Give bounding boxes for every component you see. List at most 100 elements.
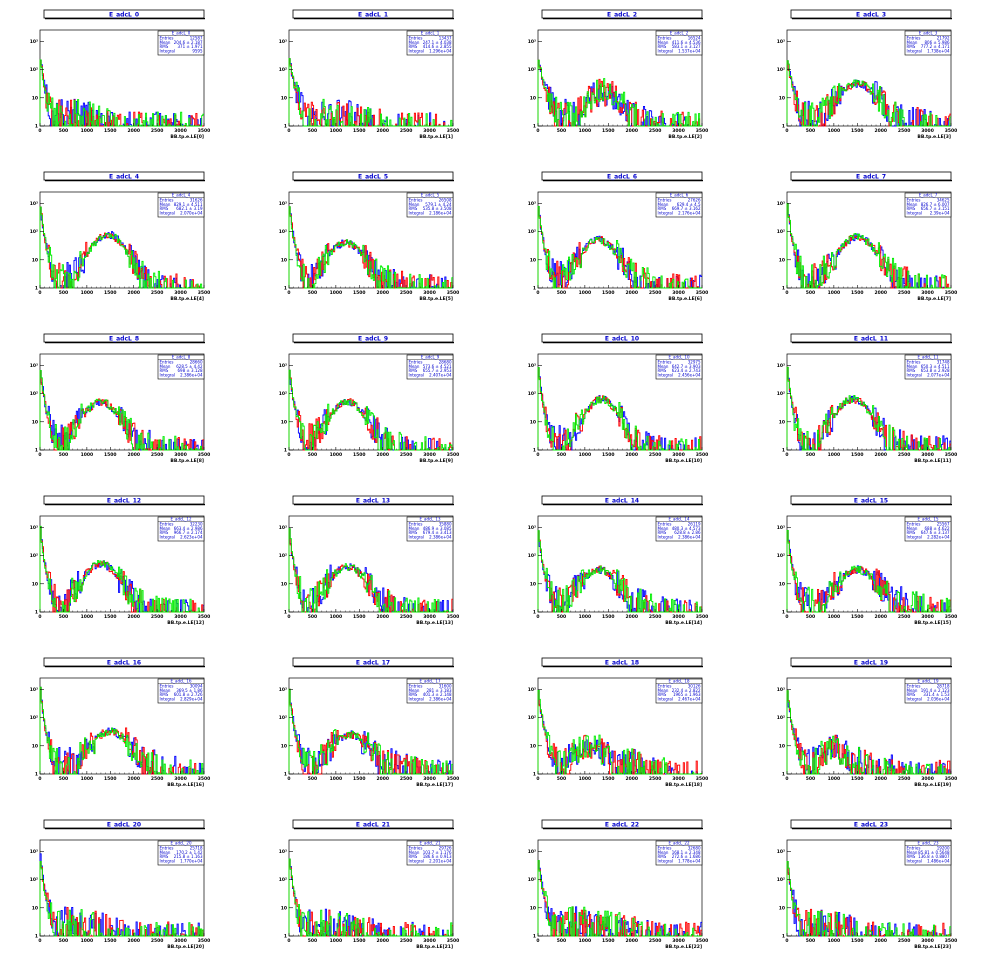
- stats-title: E_adcL_8: [172, 355, 191, 360]
- stats-value: 2.39e+04: [930, 210, 950, 215]
- y-tick-label: 1: [35, 286, 38, 292]
- x-tick-label: 1500: [104, 290, 117, 296]
- y-tick-label: 1: [782, 448, 785, 454]
- y-tick-label: 10²: [528, 715, 536, 721]
- x-tick-label: 0: [785, 452, 788, 458]
- y-tick-label: 10: [32, 743, 38, 749]
- stats-key: Entries: [907, 684, 921, 689]
- histogram-panel: E_adcL_14 1 10 10² 10³ 0 500 1000 1500 2000 2500 30…: [498, 486, 747, 648]
- y-tick-label: 10: [779, 743, 785, 749]
- x-tick-label: 3000: [921, 938, 934, 944]
- stats-value: 486.9 ± 3.085: [423, 526, 452, 531]
- series-line: [786, 366, 951, 451]
- x-tick-label: 1500: [353, 452, 366, 458]
- y-tick-label: 10²: [30, 553, 38, 559]
- histogram-chart: E_adcL_1 1 10 10² 10³ 0 500 1000 1500 2000 2500 300…: [279, 9, 459, 140]
- stats-key: Mean: [160, 850, 171, 855]
- stats-box: [655, 354, 703, 380]
- x-tick-label: 3000: [423, 452, 436, 458]
- x-tick-label: 1000: [579, 776, 592, 782]
- histogram-chart: E_adcL_20 1 10 10² 10³ 0 500 1000 1500 2000 2500 30…: [30, 819, 210, 950]
- x-tick-label: 2000: [625, 128, 638, 134]
- stats-box: [406, 354, 454, 380]
- x-tick-label: 1000: [81, 128, 94, 134]
- stats-value: 168.1 ± 2.348: [672, 850, 701, 855]
- x-tick-label: 0: [287, 776, 290, 782]
- series-line: [288, 369, 453, 451]
- x-tick-label: 1000: [330, 938, 343, 944]
- x-tick-label: 500: [308, 938, 317, 944]
- chart-title: E_adcL_10: [605, 336, 639, 343]
- y-tick-label: 1: [533, 124, 536, 130]
- x-tick-label: 500: [557, 290, 566, 296]
- series-line: [288, 858, 453, 937]
- x-axis-label: BB.tp.e.LE[23]: [914, 944, 951, 950]
- stats-key: Integral: [160, 696, 176, 701]
- stats-key: Entries: [658, 846, 672, 851]
- histogram-chart: E_adcL_6 1 10 10² 10³ 0 500 1000 1500 2000 2500 300…: [528, 171, 708, 302]
- chart-title: E_adcL_8: [109, 336, 139, 343]
- x-tick-label: 500: [308, 290, 317, 296]
- x-tick-label: 1500: [104, 938, 117, 944]
- stats-key: Mean: [409, 40, 420, 45]
- series-line: [786, 60, 951, 127]
- x-tick-label: 500: [59, 938, 68, 944]
- stats-box: [904, 192, 952, 218]
- y-tick-label: 1: [782, 610, 785, 616]
- y-tick-label: 10²: [777, 715, 785, 721]
- x-tick-label: 0: [536, 290, 539, 296]
- stats-box: [655, 516, 703, 542]
- y-tick-label: 1: [782, 286, 785, 292]
- stats-value: 232.4 ± 2.822: [672, 688, 701, 693]
- y-tick-label: 10³: [528, 687, 536, 693]
- stats-key: RMS: [409, 368, 418, 373]
- series-line: [39, 370, 204, 451]
- stats-value: 32975: [688, 360, 701, 365]
- stats-key: Integral: [658, 210, 674, 215]
- y-tick-label: 10³: [777, 39, 785, 45]
- stats-key: RMS: [160, 692, 169, 697]
- stats-key: Integral: [658, 696, 674, 701]
- x-tick-label: 2000: [127, 938, 140, 944]
- x-tick-label: 1500: [353, 614, 366, 620]
- stats-box: [406, 840, 454, 866]
- stats-title: E_adcL_18: [668, 679, 689, 684]
- x-tick-label: 1000: [330, 614, 343, 620]
- chart-title: E_adcL_19: [854, 660, 888, 667]
- stats-value: 1.738e+04: [927, 48, 950, 53]
- y-tick-label: 10³: [279, 849, 287, 855]
- x-tick-label: 2000: [625, 452, 638, 458]
- x-tick-label: 500: [806, 290, 815, 296]
- x-tick-label: 3500: [198, 776, 211, 782]
- y-tick-label: 10: [779, 257, 785, 263]
- y-tick-label: 10³: [777, 687, 785, 693]
- x-tick-label: 2500: [151, 128, 164, 134]
- stats-box: [157, 30, 205, 56]
- stats-key: Integral: [658, 372, 674, 377]
- stats-key: Entries: [409, 198, 423, 203]
- stats-key: Entries: [160, 36, 174, 41]
- stats-key: Mean: [658, 40, 669, 45]
- stats-title: E_adcL_1: [421, 31, 440, 36]
- stats-value: 31748: [937, 360, 950, 365]
- stats-value: 30094: [190, 684, 203, 689]
- x-tick-label: 500: [59, 452, 68, 458]
- x-axis-label: BB.tp.e.LE[2]: [668, 134, 702, 140]
- x-axis-label: BB.tp.e.LE[17]: [416, 782, 453, 788]
- y-tick-label: 10³: [528, 201, 536, 207]
- x-axis-label: BB.tp.e.LE[14]: [665, 620, 702, 626]
- x-tick-label: 1500: [104, 776, 117, 782]
- y-tick-label: 1: [782, 124, 785, 130]
- chart-title: E_adcL_18: [605, 660, 639, 667]
- series-line: [537, 206, 702, 289]
- histogram-chart: E_adcL_21 1 10 10² 10³ 0 500 1000 1500 2000 2500 30…: [279, 819, 459, 950]
- stats-key: Mean: [409, 850, 420, 855]
- stats-key: Integral: [658, 534, 674, 539]
- stats-value: 2.386e+04: [678, 534, 701, 539]
- stats-key: Entries: [160, 360, 174, 365]
- y-tick-label: 10: [281, 743, 287, 749]
- y-tick-label: 10²: [279, 715, 287, 721]
- stats-value: 26508: [439, 198, 452, 203]
- stats-key: Integral: [160, 210, 176, 215]
